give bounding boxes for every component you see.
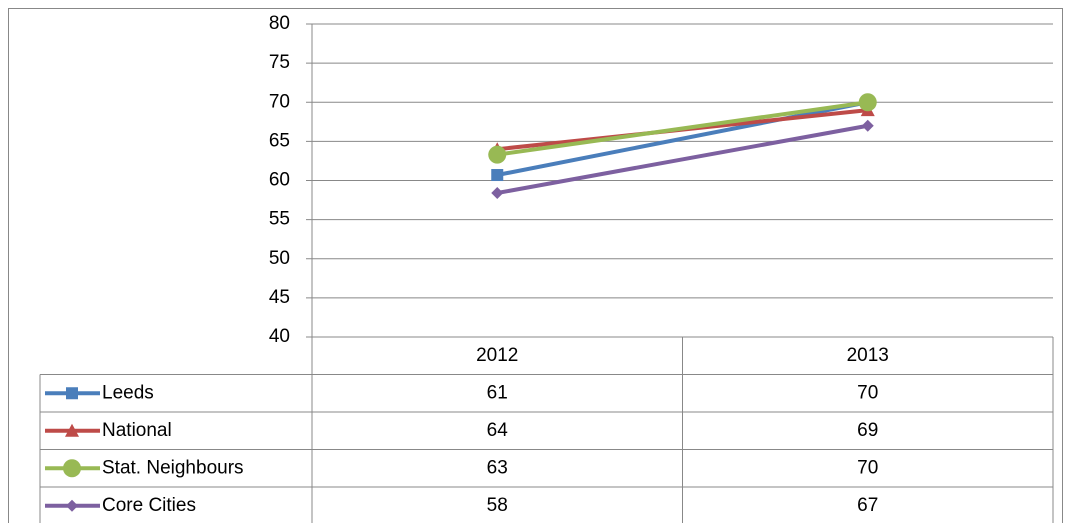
legend-marker xyxy=(66,499,78,512)
x-tick-label: 2013 xyxy=(847,345,889,366)
series-line xyxy=(496,100,869,157)
x-tick-label: 2012 xyxy=(476,345,518,366)
series-line xyxy=(496,123,869,195)
y-tick-label: 70 xyxy=(269,91,290,112)
table-value: 69 xyxy=(857,420,878,441)
y-tick-label: 50 xyxy=(269,248,290,269)
legend-label: Leeds xyxy=(102,382,154,403)
y-tick-label: 45 xyxy=(269,287,290,308)
table-value: 64 xyxy=(487,420,509,441)
marker xyxy=(491,169,504,182)
marker xyxy=(491,187,504,200)
y-tick-label: 65 xyxy=(269,130,290,151)
legend-label: National xyxy=(102,420,172,441)
table-value: 70 xyxy=(857,382,878,403)
legend-label: Stat. Neighbours xyxy=(102,457,244,478)
y-tick-label: 55 xyxy=(269,209,290,230)
legend-label: Core Cities xyxy=(102,495,196,516)
y-tick-label: 80 xyxy=(269,13,290,34)
marker xyxy=(488,145,507,164)
table-value: 63 xyxy=(487,457,508,478)
legend-marker xyxy=(65,423,79,437)
table-value: 61 xyxy=(487,382,508,403)
table-value: 70 xyxy=(857,457,878,478)
legend-marker xyxy=(66,387,78,400)
marker xyxy=(858,93,877,112)
y-tick-label: 60 xyxy=(269,170,290,191)
legend-marker xyxy=(63,459,81,478)
chart-border xyxy=(8,8,1063,523)
y-tick-label: 75 xyxy=(269,52,290,73)
marker xyxy=(861,119,874,132)
y-tick-label: 40 xyxy=(269,326,290,347)
table-value: 58 xyxy=(487,495,508,516)
series-line xyxy=(496,100,869,177)
table-value: 67 xyxy=(857,495,878,516)
